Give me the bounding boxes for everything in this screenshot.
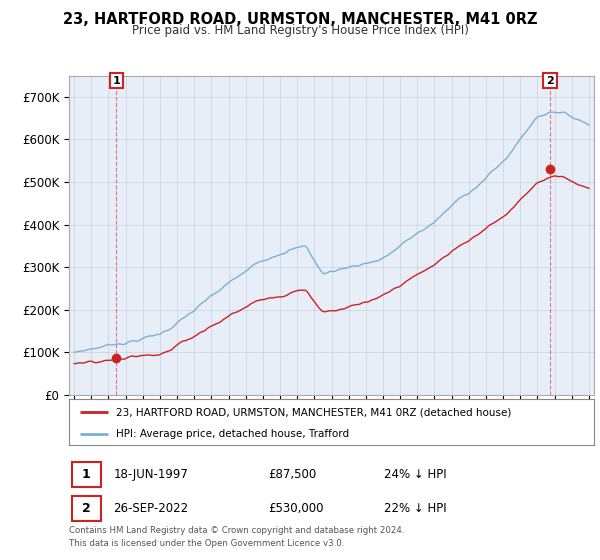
Text: 2: 2	[546, 76, 554, 86]
Text: 23, HARTFORD ROAD, URMSTON, MANCHESTER, M41 0RZ (detached house): 23, HARTFORD ROAD, URMSTON, MANCHESTER, …	[116, 407, 512, 417]
Text: 26-SEP-2022: 26-SEP-2022	[113, 502, 189, 515]
Text: 1: 1	[112, 76, 120, 86]
FancyBboxPatch shape	[71, 463, 101, 487]
Text: 1: 1	[82, 468, 91, 481]
Text: 24% ↓ HPI: 24% ↓ HPI	[384, 468, 446, 481]
FancyBboxPatch shape	[71, 496, 101, 521]
Text: 22% ↓ HPI: 22% ↓ HPI	[384, 502, 446, 515]
Text: £87,500: £87,500	[269, 468, 317, 481]
Text: £530,000: £530,000	[269, 502, 324, 515]
Text: HPI: Average price, detached house, Trafford: HPI: Average price, detached house, Traf…	[116, 429, 349, 438]
Text: 23, HARTFORD ROAD, URMSTON, MANCHESTER, M41 0RZ: 23, HARTFORD ROAD, URMSTON, MANCHESTER, …	[63, 12, 537, 27]
Text: 18-JUN-1997: 18-JUN-1997	[113, 468, 188, 481]
Text: Contains HM Land Registry data © Crown copyright and database right 2024.
This d: Contains HM Land Registry data © Crown c…	[69, 526, 404, 548]
Text: Price paid vs. HM Land Registry's House Price Index (HPI): Price paid vs. HM Land Registry's House …	[131, 24, 469, 37]
Text: 2: 2	[82, 502, 91, 515]
